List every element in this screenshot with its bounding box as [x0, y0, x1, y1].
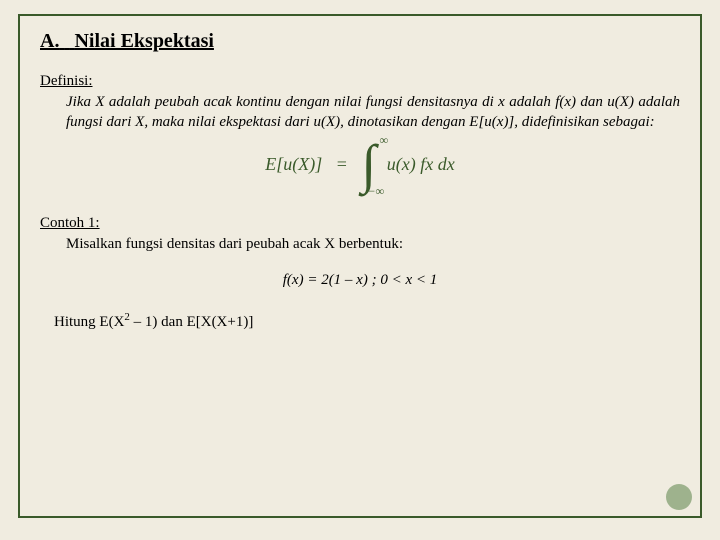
- formula-eq: =: [337, 154, 347, 175]
- formula-lhs: E[u(X)]: [265, 154, 322, 175]
- definition-body: Jika X adalah peubah acak kontinu dengan…: [40, 92, 680, 133]
- integral-lower: −∞: [367, 184, 384, 199]
- expectation-formula: E[u(X)] = ∞ ∫ −∞ u(x) fx dx: [265, 143, 454, 187]
- content-frame: A. Nilai Ekspektasi Definisi: Jika X ada…: [18, 14, 702, 518]
- section-letter: A.: [40, 30, 59, 52]
- compute-suffix: – 1) dan E[X(X+1)]: [130, 314, 253, 330]
- formula-block: E[u(X)] = ∞ ∫ −∞ u(x) fx dx: [40, 143, 680, 187]
- section-title-text: Nilai Ekspektasi: [74, 30, 213, 52]
- compute-line: Hitung E(X2 – 1) dan E[X(X+1)]: [40, 311, 680, 331]
- compute-prefix: Hitung E(X: [54, 314, 124, 330]
- example-label: Contoh 1:: [40, 215, 680, 232]
- definition-label: Definisi:: [40, 73, 680, 90]
- formula-integrand: u(x) fx dx: [387, 154, 455, 175]
- section-title: A. Nilai Ekspektasi: [40, 30, 680, 53]
- density-function: f(x) = 2(1 – x) ; 0 < x < 1: [40, 272, 680, 289]
- integral-sign: ∫: [361, 143, 376, 186]
- example-body: Misalkan fungsi densitas dari peubah aca…: [40, 234, 680, 254]
- decorative-dot: [666, 484, 692, 510]
- integral-upper: ∞: [379, 133, 388, 148]
- integral-symbol: ∞ ∫ −∞: [361, 143, 376, 187]
